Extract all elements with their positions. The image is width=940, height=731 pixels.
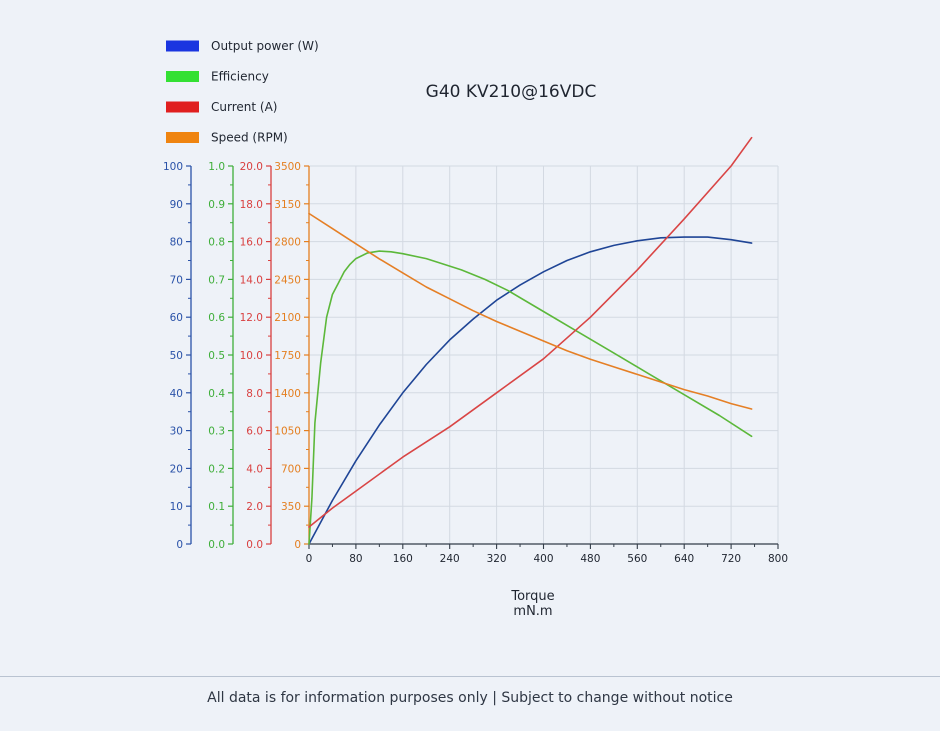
legend-swatch — [166, 132, 199, 143]
x-tick-label: 160 — [393, 553, 413, 565]
y-axis-eff: 0.0 0.1 0.2 0.3 0.4 0.5 0.6 0.7 0.8 0.9 1.0 — [208, 161, 234, 551]
y-tick-label: 350 — [281, 501, 301, 513]
legend-label: Output power (W) — [211, 39, 319, 53]
y-tick-label: 14.0 — [240, 274, 263, 286]
legend-label: Speed (RPM) — [211, 131, 288, 145]
x-tick-label: 800 — [768, 553, 788, 565]
chart-grid — [309, 165, 779, 544]
x-tick-label: 80 — [349, 553, 362, 565]
legend-item-power: Output power (W) — [166, 39, 319, 53]
y-tick-label: 70 — [170, 274, 183, 286]
y-tick-label: 0 — [176, 539, 183, 551]
y-tick-label: 0.2 — [208, 463, 225, 475]
legend-label: Efficiency — [211, 70, 269, 84]
legend-item-current: Current (A) — [166, 100, 277, 114]
y-tick-label: 12.0 — [240, 312, 263, 324]
y-tick-label: 10 — [170, 501, 183, 513]
y-tick-label: 2450 — [274, 274, 301, 286]
y-tick-label: 3150 — [274, 199, 301, 211]
x-tick-label: 640 — [674, 553, 694, 565]
y-tick-label: 6.0 — [246, 426, 263, 438]
y-tick-label: 80 — [170, 237, 183, 249]
y-tick-label: 50 — [170, 350, 183, 362]
y-tick-label: 0 — [294, 539, 301, 551]
y-tick-label: 8.0 — [246, 388, 263, 400]
y-tick-label: 0.8 — [208, 237, 225, 249]
x-axis-label: Torque — [510, 589, 554, 604]
y-tick-label: 2800 — [274, 237, 301, 249]
legend-swatch — [166, 71, 199, 82]
x-tick-label: 560 — [627, 553, 647, 565]
legend-item-speed: Speed (RPM) — [166, 131, 288, 145]
y-tick-label: 30 — [170, 426, 183, 438]
y-tick-label: 4.0 — [246, 463, 263, 475]
x-tick-label: 720 — [721, 553, 741, 565]
y-tick-label: 40 — [170, 388, 183, 400]
x-tick-label: 240 — [440, 553, 460, 565]
y-tick-label: 1050 — [274, 426, 301, 438]
y-tick-label: 1400 — [274, 388, 301, 400]
chart-title: G40 KV210@16VDC — [426, 82, 597, 102]
y-axes: 0 10 20 30 40 50 60 70 80 90 100 0.0 0.1 0.2 0.3 0.4 0.5… — [163, 161, 310, 551]
x-axis-unit: mN.m — [513, 604, 552, 619]
y-tick-label: 16.0 — [240, 237, 263, 249]
series-line-eff — [308, 250, 753, 545]
legend-swatch — [166, 101, 199, 113]
y-tick-label: 2100 — [274, 312, 301, 324]
y-tick-label: 18.0 — [240, 199, 263, 211]
footer-disclaimer: All data is for information purposes onl… — [207, 690, 733, 706]
y-tick-label: 10.0 — [240, 350, 263, 362]
y-tick-label: 1750 — [274, 350, 301, 362]
y-axis-speed: 0 350 700 1050 1400 1750 2100 2450 2800 3150 3500 — [274, 161, 310, 551]
y-tick-label: 20 — [170, 463, 183, 475]
y-axis-power: 0 10 20 30 40 50 60 70 80 90 100 — [163, 161, 192, 551]
footer-divider — [0, 676, 940, 677]
series-line-current — [308, 136, 753, 528]
y-axis-current: 0.0 2.0 4.0 6.0 8.0 10.0 12.0 14.0 16.0 18.0 20.0 — [240, 161, 272, 551]
x-tick-label: 480 — [580, 553, 600, 565]
series-lines — [308, 136, 753, 545]
legend-label: Current (A) — [211, 100, 277, 114]
y-tick-label: 0.1 — [208, 501, 225, 513]
legend-item-eff: Efficiency — [166, 70, 269, 84]
legend-swatch — [166, 40, 199, 52]
y-tick-label: 2.0 — [246, 501, 263, 513]
y-tick-label: 0.9 — [208, 199, 225, 211]
series-line-power — [308, 236, 753, 545]
y-tick-label: 60 — [170, 312, 183, 324]
motor-performance-chart: Output power (W) Efficiency Current (A) Spe… — [163, 39, 788, 619]
y-tick-label: 100 — [163, 161, 183, 173]
y-tick-label: 3500 — [274, 161, 301, 173]
x-tick-label: 400 — [533, 553, 553, 565]
x-tick-label: 0 — [306, 553, 313, 565]
chart-legend: Output power (W) Efficiency Current (A) Spe… — [166, 39, 319, 145]
y-tick-label: 20.0 — [240, 161, 263, 173]
y-tick-label: 0.5 — [208, 350, 225, 362]
y-tick-label: 0.4 — [208, 388, 225, 400]
series-line-speed — [308, 212, 753, 410]
y-tick-label: 90 — [170, 199, 183, 211]
y-tick-label: 0.6 — [208, 312, 225, 324]
y-tick-label: 0.3 — [208, 426, 225, 438]
y-tick-label: 1.0 — [208, 161, 225, 173]
y-tick-label: 0.0 — [246, 539, 263, 551]
y-tick-label: 0.7 — [208, 274, 225, 286]
y-tick-label: 0.0 — [208, 539, 225, 551]
x-axis: 0 80 160 240 320 400 480 560 640 720 800 — [306, 543, 788, 565]
x-tick-label: 320 — [487, 553, 507, 565]
y-tick-label: 700 — [281, 463, 301, 475]
